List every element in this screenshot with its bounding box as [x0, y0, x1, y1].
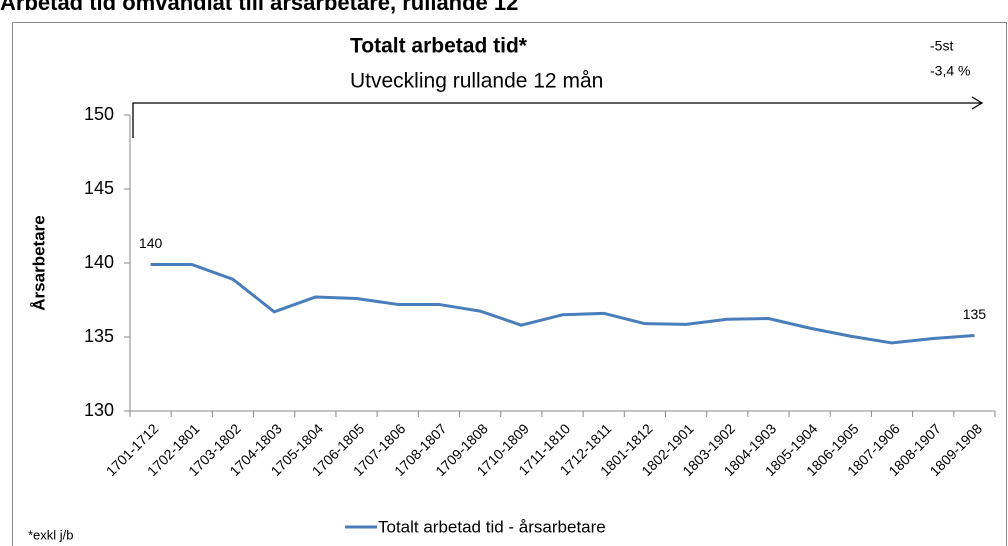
series-line	[150, 262, 975, 345]
y-tick-label: 135	[84, 326, 114, 346]
y-tick-label: 145	[84, 178, 114, 198]
annotation: -3,4 %	[930, 63, 970, 79]
data-label: 135	[963, 306, 987, 322]
footnote: *exkl j/b	[28, 527, 74, 542]
y-axis-label: Årsarbetare	[29, 215, 48, 310]
data-label: 140	[139, 235, 163, 251]
arrow	[132, 96, 984, 138]
annotation: -5st	[930, 38, 953, 54]
chart-title: Arbetad tid omvandlat till årsarbetare, …	[0, 0, 518, 15]
annotation: Totalt arbetad tid*	[350, 35, 528, 58]
annotation: Utveckling rullande 12 mån	[350, 70, 603, 93]
chart-frame	[12, 22, 1007, 546]
y-tick-label: 130	[84, 400, 114, 420]
legend-label: Totalt arbetad tid - årsarbetare	[378, 517, 606, 536]
y-tick-label: 150	[84, 104, 114, 124]
y-tick-label: 140	[84, 252, 114, 272]
